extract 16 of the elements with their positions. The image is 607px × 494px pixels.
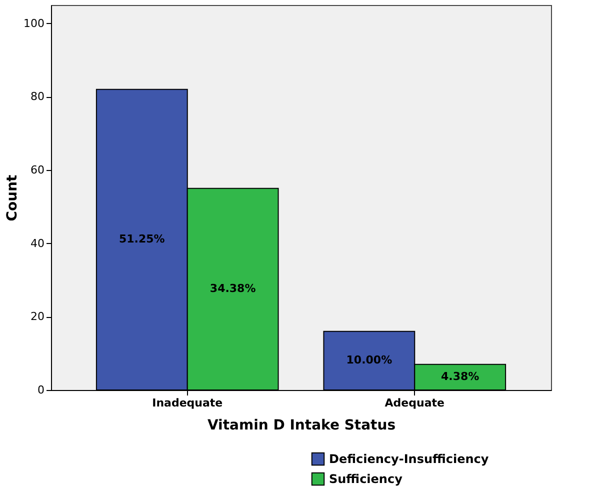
x-axis-title: Vitamin D Intake Status: [207, 418, 396, 434]
annotation: 4.38%: [441, 370, 480, 384]
y-tick-label: 40: [30, 236, 44, 250]
x-tick-label: Adequate: [384, 396, 444, 410]
annotation: 51.25%: [118, 232, 165, 246]
legend-label: Sufficiency: [329, 472, 403, 486]
y-tick-label: 0: [38, 384, 44, 396]
annotation: 10.00%: [346, 354, 392, 367]
legend-label: Deficiency-Insufficiency: [329, 452, 489, 466]
y-tick-label: 100: [24, 16, 44, 30]
annotation: 34.38%: [210, 282, 256, 296]
y-tick-label: 60: [30, 164, 44, 176]
y-axis-title: Count: [4, 174, 21, 222]
y-tick-label: 80: [30, 90, 44, 104]
x-tick-label: Inadequate: [152, 396, 223, 410]
y-tick-label: 20: [30, 310, 44, 324]
